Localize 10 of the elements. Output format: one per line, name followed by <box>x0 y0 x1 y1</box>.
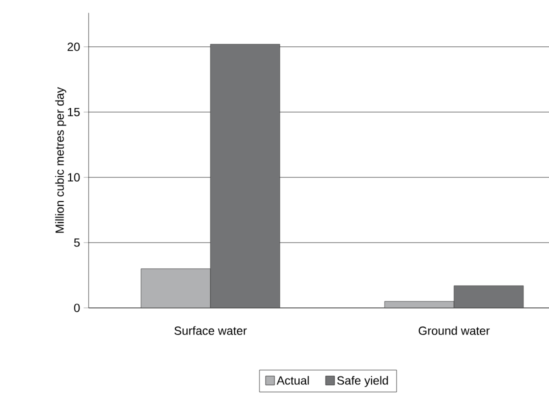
y-axis-title: Million cubic metres per day <box>55 87 66 233</box>
legend-label: Actual <box>276 376 309 385</box>
y-tick-label: 0 <box>74 304 80 312</box>
y-tick-label: 5 <box>74 238 80 247</box>
y-tick-label: 10 <box>68 173 80 182</box>
y-tick-label: 20 <box>68 42 80 52</box>
legend-label: Safe yield <box>337 376 388 388</box>
x-tick-label: Ground water <box>418 326 490 335</box>
x-tick-label: Surface water <box>174 326 247 335</box>
y-tick-label: 15 <box>68 108 80 116</box>
